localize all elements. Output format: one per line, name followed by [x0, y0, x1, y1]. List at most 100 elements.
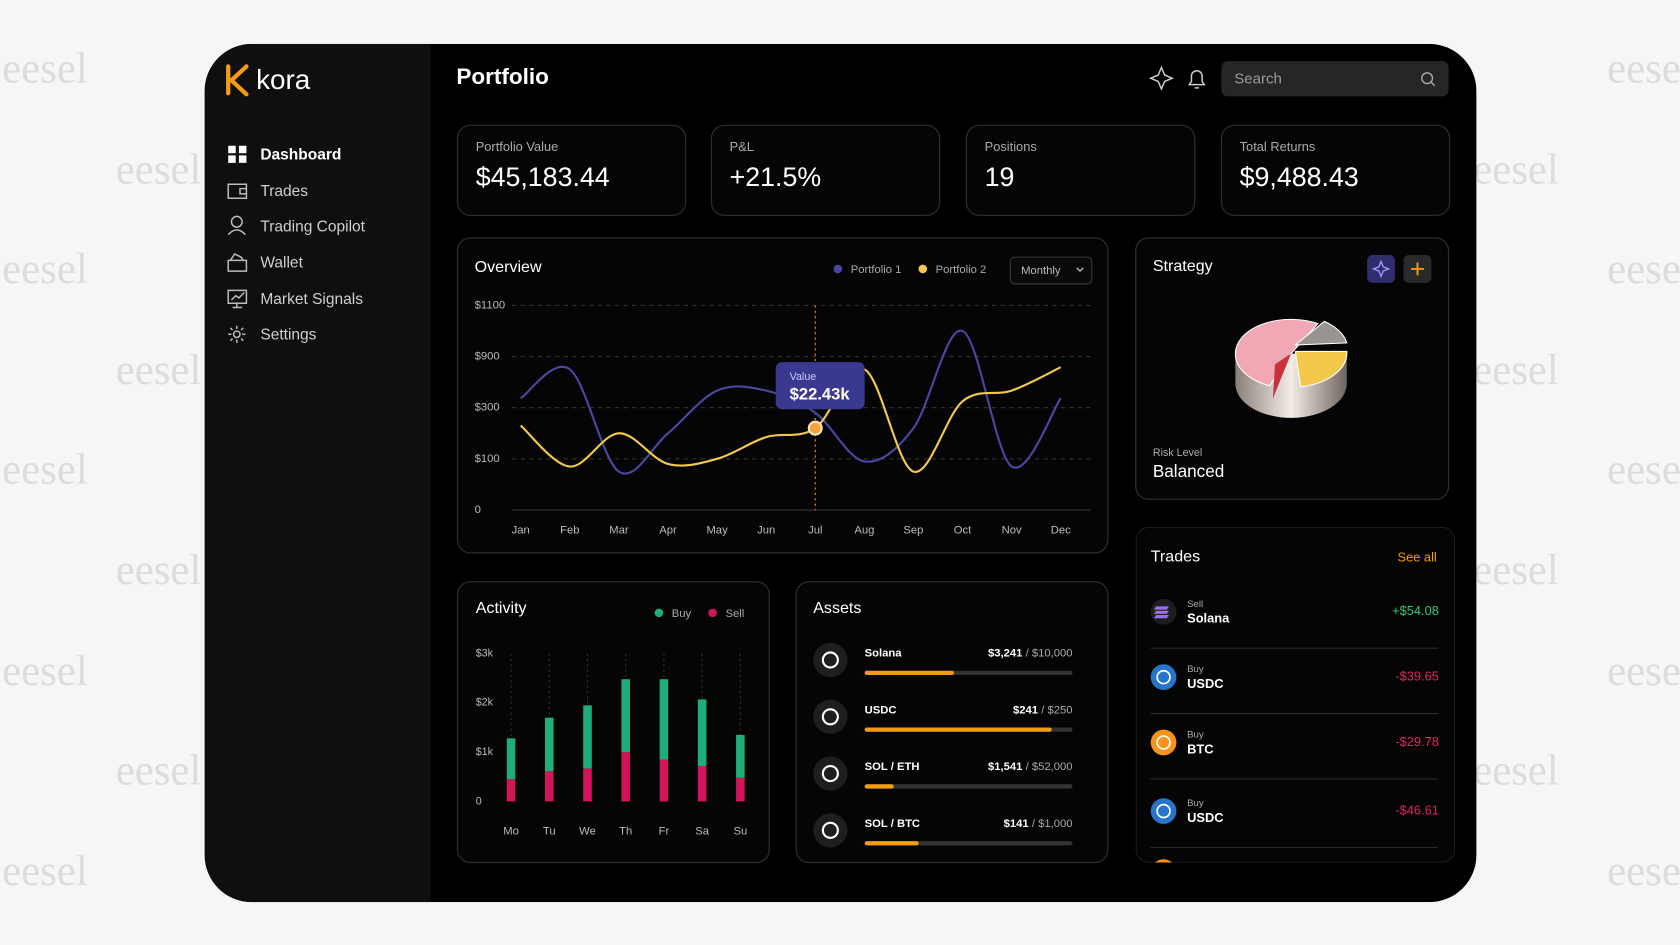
- bar-segment: [736, 777, 745, 802]
- asset-amount: $1,541 / $52,000: [988, 761, 1073, 773]
- bar-segment: [545, 717, 554, 772]
- watermark: eesel: [2, 848, 88, 895]
- stat-card: P&L +21.5%: [710, 124, 941, 216]
- period-dropdown[interactable]: Monthly: [1009, 256, 1093, 285]
- asset-target: / $52,000: [1026, 761, 1073, 773]
- asset-target: / $1,000: [1032, 818, 1073, 830]
- watermark: eesel: [1473, 146, 1559, 193]
- nav-item[interactable]: Trades: [227, 183, 308, 200]
- trade-amount: -$39.65: [1395, 669, 1439, 684]
- watermark: eesel: [2, 246, 88, 293]
- progress-bar: [864, 784, 894, 789]
- overview-card: Overview Portfolio 1 Portfolio 2 Monthly 0 $1…: [456, 237, 1109, 554]
- search-box[interactable]: Search: [1221, 61, 1449, 97]
- see-all-link[interactable]: See all: [1398, 550, 1437, 565]
- nav-icon: [228, 325, 246, 343]
- nav-item[interactable]: Wallet: [227, 252, 304, 272]
- asset-row: Solana $3,241 / $10,000: [813, 642, 1073, 678]
- bar-segment: [545, 771, 554, 802]
- dropdown-chevron: [1076, 267, 1084, 273]
- nav-item[interactable]: Dashboard: [228, 145, 341, 164]
- legend-swatch: [833, 264, 843, 274]
- progress-bar: [864, 727, 1052, 732]
- watermark: eesel: [1473, 747, 1559, 794]
- trade-icon-glyph: [1156, 735, 1171, 750]
- bar-segment: [621, 752, 630, 802]
- x-tick-label: Jan: [512, 524, 530, 536]
- activity-card: Activity Buy Sell 0 $1k $2k $3k Mo Tu We Th Fr Sa Su: [456, 581, 770, 864]
- risk-label: Risk Level: [1153, 447, 1202, 459]
- dropdown-box: [1009, 256, 1093, 285]
- page-title: Portfolio: [456, 64, 548, 89]
- stat-label: P&L: [730, 139, 754, 154]
- logo-mark: [226, 64, 249, 97]
- nav-item[interactable]: Settings: [228, 325, 317, 344]
- strategy-card: Strategy Risk Level Balanced: [1135, 237, 1450, 500]
- trade-icon-glyph: [1153, 606, 1169, 619]
- notification-button[interactable]: [1187, 70, 1206, 89]
- sparkle-button[interactable]: [1148, 65, 1175, 91]
- bar-segment: [506, 779, 516, 802]
- asset-name: Solana: [865, 648, 903, 660]
- x-tick-label: Aug: [854, 524, 874, 536]
- card-title: Trades: [1151, 547, 1200, 565]
- stat-card-box: [965, 124, 1196, 216]
- asset-name: SOL / BTC: [865, 818, 920, 830]
- nav-item[interactable]: Market Signals: [227, 289, 363, 309]
- legend-label: Portfolio 1: [851, 264, 902, 276]
- button-icon: [1411, 262, 1424, 276]
- trade-icon: [1150, 664, 1177, 690]
- y-tick-label: 0: [476, 795, 482, 807]
- asset-target: / $250: [1041, 704, 1072, 716]
- x-tick-label: Feb: [560, 524, 579, 536]
- x-tick-label: We: [579, 825, 596, 837]
- stat-card: Total Returns $9,488.43: [1220, 124, 1451, 216]
- watermark: eesel: [2, 648, 88, 695]
- x-tick-label: Mo: [503, 825, 519, 837]
- legend-swatch: [708, 608, 717, 618]
- trade-side: Buy: [1187, 730, 1204, 741]
- trade-asset: Solana: [1187, 611, 1230, 626]
- add-button[interactable]: [1403, 255, 1432, 283]
- trade-asset: BTC: [1187, 741, 1213, 756]
- ai-button[interactable]: [1367, 255, 1395, 283]
- trade-side: Sell: [1187, 599, 1203, 610]
- trade-asset: USDC: [1187, 810, 1223, 825]
- legend-label: Buy: [672, 608, 692, 620]
- legend-label: Sell: [725, 608, 744, 620]
- legend-swatch: [654, 608, 664, 618]
- y-tick-label: $900: [475, 350, 500, 362]
- tooltip-box: [775, 362, 865, 410]
- asset-amount: $3,241 / $10,000: [988, 648, 1073, 660]
- progress-bar: [864, 841, 919, 846]
- watermark: eesel: [1607, 46, 1680, 93]
- x-tick-label: Mar: [609, 524, 629, 536]
- legend-swatch: [918, 264, 928, 274]
- watermark: eesel: [2, 46, 88, 93]
- stat-value: $9,488.43: [1240, 162, 1359, 192]
- nav-icon: [227, 289, 248, 309]
- asset-target: / $10,000: [1026, 648, 1073, 660]
- pie-slice-pink: [1234, 318, 1319, 387]
- trade-amount: -$29.78: [1395, 734, 1439, 749]
- risk-value: Balanced: [1153, 461, 1224, 481]
- bar-segment: [621, 679, 630, 753]
- y-tick-label: $3k: [476, 647, 494, 659]
- nav-label: Trading Copilot: [260, 218, 365, 235]
- card-title: Strategy: [1153, 257, 1213, 275]
- chart-title: Overview: [475, 258, 542, 276]
- nav-item[interactable]: Trading Copilot: [227, 215, 366, 235]
- chart-title: Activity: [476, 599, 527, 617]
- x-tick-label: Tu: [543, 825, 556, 837]
- tooltip-value: $22.43k: [790, 385, 851, 404]
- search-icon: [1421, 72, 1436, 87]
- bar-segment: [583, 705, 592, 769]
- watermark: eesel: [1607, 246, 1680, 293]
- y-tick-label: $300: [475, 402, 500, 414]
